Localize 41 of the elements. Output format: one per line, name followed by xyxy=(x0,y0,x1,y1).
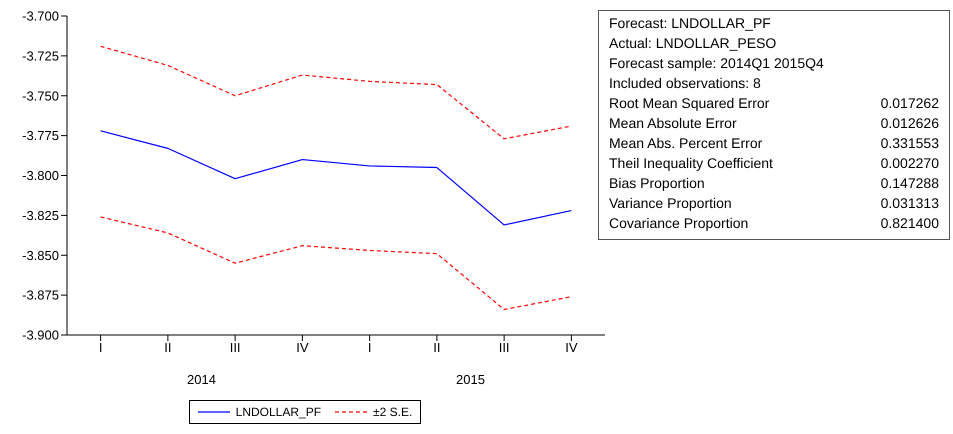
y-tick-label: -3.775 xyxy=(22,128,59,144)
text: 0.012626 xyxy=(880,115,939,131)
y-tick-label: -3.700 xyxy=(22,8,59,24)
legend-label: LNDOLLAR_PF xyxy=(236,405,322,419)
text: 2014 xyxy=(186,372,217,387)
text: Actual: LNDOLLAR_PESO xyxy=(609,34,778,53)
y-tick-label: -3.750 xyxy=(22,88,59,104)
text: 0.002270 xyxy=(880,155,939,171)
category-label: Bias Proportion xyxy=(609,174,705,193)
x-tick-label: I xyxy=(368,340,372,356)
text: 0.331553 xyxy=(880,135,939,151)
x-tick-label: II xyxy=(164,340,172,356)
y-tick-label: -3.875 xyxy=(22,288,59,303)
x-tick-label: II xyxy=(433,340,440,356)
line-series xyxy=(100,130,572,226)
x-tick-label: III xyxy=(498,340,510,356)
text: 0.017262 xyxy=(880,95,939,111)
y-tick-label: -3.900 xyxy=(22,328,59,343)
text: 0.147288 xyxy=(880,175,939,191)
y-tick-label: -3.825 xyxy=(22,208,59,223)
y-tick-label: -3.725 xyxy=(22,48,59,64)
text: 0.821400 xyxy=(880,215,939,231)
text: 2015 xyxy=(455,372,486,387)
category-label: Mean Absolute Error xyxy=(609,114,737,133)
x-tick-label: I xyxy=(98,340,102,356)
text: Forecast sample: 2014Q1 2015Q4 xyxy=(609,54,825,73)
x-tick-label: IV xyxy=(296,340,309,356)
text: Forecast: LNDOLLAR_PF xyxy=(609,14,772,33)
line-series xyxy=(100,216,572,310)
category-label: Variance Proportion xyxy=(609,194,732,213)
x-tick-label: IV xyxy=(565,340,578,356)
category-label: Mean Abs. Percent Error xyxy=(609,134,762,153)
x-tick-label: III xyxy=(230,340,241,356)
y-tick-label: -3.800 xyxy=(22,168,59,184)
text: Included observations: 8 xyxy=(609,74,762,93)
category-label: Theil Inequality Coefficient xyxy=(609,154,773,173)
y-tick-label: -3.850 xyxy=(22,248,59,263)
legend-label: ±2 S.E. xyxy=(373,405,412,419)
text: 0.031313 xyxy=(880,195,939,211)
category-label: Root Mean Squared Error xyxy=(609,94,770,113)
category-label: Covariance Proportion xyxy=(609,214,748,233)
